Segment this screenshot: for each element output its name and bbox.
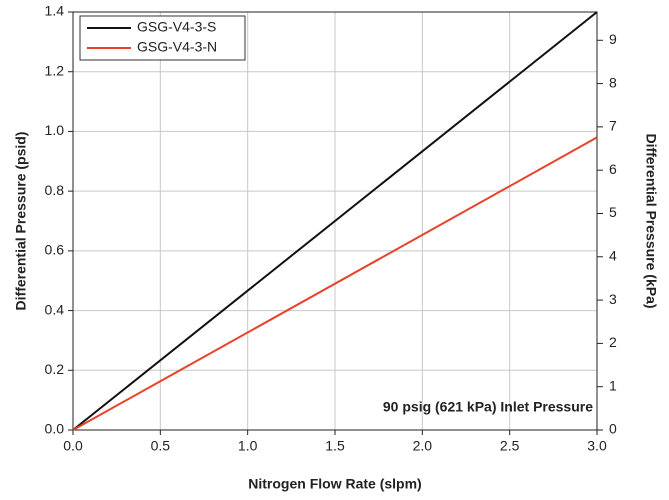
- y2-axis-title: Differential Pressure (kPa): [643, 133, 659, 308]
- y2-tick-label: 0: [609, 421, 617, 437]
- y-tick-label: 0.2: [45, 361, 65, 377]
- x-tick-label: 1.0: [238, 438, 258, 454]
- y2-tick-label: 3: [609, 291, 617, 307]
- y2-tick-label: 6: [609, 161, 617, 177]
- y-tick-label: 1.4: [45, 3, 65, 19]
- y2-tick-label: 8: [609, 74, 617, 90]
- y2-tick-label: 5: [609, 204, 617, 220]
- series-line: [72, 11, 598, 431]
- y-tick-label: 0.8: [45, 182, 65, 198]
- x-tick-label: 3.0: [587, 438, 607, 454]
- legend-label: GSG-V4-3-S: [137, 19, 216, 35]
- plot-frame: [72, 11, 598, 431]
- y2-tick-label: 2: [609, 334, 617, 350]
- x-tick-label: 1.5: [325, 438, 345, 454]
- y-axis-title: Differential Pressure (psid): [13, 132, 29, 311]
- y2-tick-label: 7: [609, 118, 617, 134]
- annotation: 90 psig (621 kPa) Inlet Pressure: [383, 399, 593, 415]
- y-tick-label: 1.2: [45, 62, 65, 78]
- x-tick-label: 0.5: [151, 438, 171, 454]
- y-tick-label: 0.4: [45, 301, 65, 317]
- legend-label: GSG-V4-3-N: [137, 39, 217, 55]
- y-tick-label: 0.6: [45, 242, 65, 258]
- y2-tick-label: 9: [609, 31, 617, 47]
- y2-tick-label: 1: [609, 377, 617, 393]
- y2-tick-label: 4: [609, 247, 617, 263]
- x-tick-label: 0.0: [63, 438, 83, 454]
- y-tick-label: 0.0: [45, 421, 65, 437]
- series-line: [72, 136, 598, 431]
- x-tick-label: 2.0: [413, 438, 433, 454]
- x-tick-label: 2.5: [500, 438, 520, 454]
- x-axis-title: Nitrogen Flow Rate (slpm): [248, 476, 421, 492]
- y-tick-label: 1.0: [45, 122, 65, 138]
- legend-box: [79, 15, 246, 61]
